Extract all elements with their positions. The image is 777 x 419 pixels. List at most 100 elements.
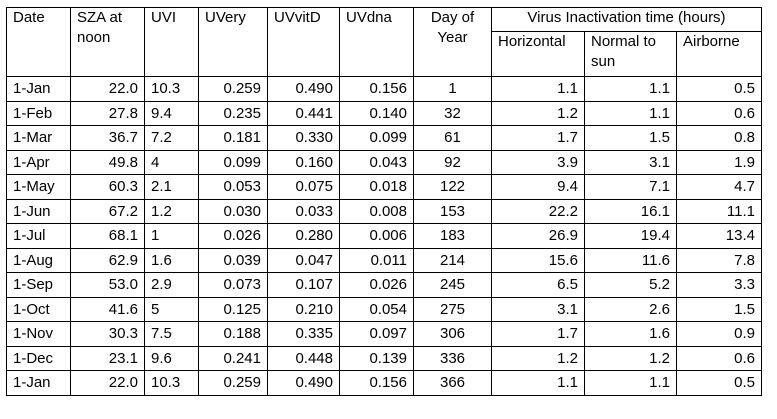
cell-day-of-year: 1 (413, 76, 492, 102)
cell-normal-to-sun: 1.1 (584, 76, 677, 102)
table-row: 1-Aug 62.9 1.6 0.039 0.047 0.011 214 15.6 11.6 7.… (6, 247, 762, 273)
cell-date: 1-Nov (6, 321, 71, 347)
cell-date: 1-Feb (6, 100, 71, 126)
header-day-of-year: Day of Year (413, 7, 492, 77)
table-row: 1-May 60.3 2.1 0.053 0.075 0.018 122 9.4 7.1 4.7 (6, 174, 762, 200)
header-sza: SZA at noon (70, 7, 145, 77)
cell-horizontal: 3.1 (491, 296, 585, 322)
cell-date: 1-Jun (6, 198, 71, 224)
cell-sza: 27.8 (70, 100, 145, 126)
cell-uvi: 7.2 (144, 125, 199, 151)
cell-day-of-year: 122 (413, 174, 492, 200)
table-row: 1-Oct 41.6 5 0.125 0.210 0.054 275 3.1 2.6 1.5 (6, 296, 762, 322)
cell-uvvitd: 0.280 (267, 223, 340, 249)
cell-date: 1-Mar (6, 125, 71, 151)
cell-day-of-year: 61 (413, 125, 492, 151)
header-horizontal: Horizontal (491, 31, 585, 77)
cell-uvi: 7.5 (144, 321, 199, 347)
table-row: 1-Apr 49.8 4 0.099 0.160 0.043 92 3.9 3.1 1.9 (6, 149, 762, 175)
cell-uvi: 1.2 (144, 198, 199, 224)
cell-date: 1-Jul (6, 223, 71, 249)
cell-uvdna: 0.156 (339, 76, 414, 102)
table-row: 1-Feb 27.8 9.4 0.235 0.441 0.140 32 1.2 1.1 0.6 (6, 100, 762, 126)
cell-sza: 68.1 (70, 223, 145, 249)
cell-uvdna: 0.140 (339, 100, 414, 126)
cell-sza: 23.1 (70, 345, 145, 371)
cell-day-of-year: 183 (413, 223, 492, 249)
cell-uvvitd: 0.330 (267, 125, 340, 151)
cell-uvery: 0.073 (198, 272, 268, 298)
cell-normal-to-sun: 3.1 (584, 149, 677, 175)
cell-uvi: 10.3 (144, 76, 199, 102)
cell-horizontal: 1.7 (491, 321, 585, 347)
cell-uvvitd: 0.210 (267, 296, 340, 322)
cell-uvdna: 0.008 (339, 198, 414, 224)
cell-uvery: 0.030 (198, 198, 268, 224)
cell-uvdna: 0.099 (339, 125, 414, 151)
cell-sza: 53.0 (70, 272, 145, 298)
cell-uvery: 0.241 (198, 345, 268, 371)
cell-uvi: 9.4 (144, 100, 199, 126)
cell-day-of-year: 214 (413, 247, 492, 273)
cell-date: 1-Sep (6, 272, 71, 298)
cell-uvery: 0.259 (198, 76, 268, 102)
cell-uvvitd: 0.075 (267, 174, 340, 200)
header-normal-to-sun: Normal to sun (584, 31, 677, 77)
cell-normal-to-sun: 1.1 (584, 100, 677, 126)
cell-airborne: 13.4 (676, 223, 762, 249)
table-row: 1-Jul 68.1 1 0.026 0.280 0.006 183 26.9 19.4 13.4 (6, 223, 762, 249)
cell-normal-to-sun: 11.6 (584, 247, 677, 273)
cell-airborne: 0.8 (676, 125, 762, 151)
cell-uvery: 0.188 (198, 321, 268, 347)
cell-airborne: 1.9 (676, 149, 762, 175)
table-header: Date SZA at noon UVI UVery UVvitD UVdna … (6, 7, 762, 77)
cell-day-of-year: 306 (413, 321, 492, 347)
cell-horizontal: 1.1 (491, 370, 585, 396)
cell-date: 1-Aug (6, 247, 71, 273)
cell-sza: 49.8 (70, 149, 145, 175)
cell-uvi: 4 (144, 149, 199, 175)
cell-horizontal: 22.2 (491, 198, 585, 224)
cell-day-of-year: 32 (413, 100, 492, 126)
cell-uvvitd: 0.047 (267, 247, 340, 273)
cell-normal-to-sun: 1.1 (584, 370, 677, 396)
table-row: 1-Sep 53.0 2.9 0.073 0.107 0.026 245 6.5 5.2 3.3 (6, 272, 762, 298)
cell-uvdna: 0.018 (339, 174, 414, 200)
table-body: 1-Jan 22.0 10.3 0.259 0.490 0.156 1 1.1 1.1 0.5 1-… (6, 76, 762, 396)
cell-date: 1-Dec (6, 345, 71, 371)
header-uvi: UVI (144, 7, 199, 77)
table-row: 1-Nov 30.3 7.5 0.188 0.335 0.097 306 1.7 1.6 0.9 (6, 321, 762, 347)
cell-horizontal: 26.9 (491, 223, 585, 249)
cell-date: 1-Jan (6, 370, 71, 396)
cell-uvvitd: 0.033 (267, 198, 340, 224)
cell-uvdna: 0.011 (339, 247, 414, 273)
cell-uvery: 0.181 (198, 125, 268, 151)
table-row: 1-Jan 22.0 10.3 0.259 0.490 0.156 366 1.1 1.1 0.5 (6, 370, 762, 396)
cell-day-of-year: 245 (413, 272, 492, 298)
cell-uvi: 9.6 (144, 345, 199, 371)
table-row: 1-Mar 36.7 7.2 0.181 0.330 0.099 61 1.7 1.5 0.8 (6, 125, 762, 151)
cell-uvdna: 0.156 (339, 370, 414, 396)
cell-airborne: 0.6 (676, 345, 762, 371)
cell-day-of-year: 275 (413, 296, 492, 322)
cell-uvery: 0.026 (198, 223, 268, 249)
cell-uvdna: 0.026 (339, 272, 414, 298)
cell-sza: 67.2 (70, 198, 145, 224)
cell-uvi: 10.3 (144, 370, 199, 396)
cell-uvery: 0.053 (198, 174, 268, 200)
table-row: 1-Jun 67.2 1.2 0.030 0.033 0.008 153 22.2 16.1 11… (6, 198, 762, 224)
cell-horizontal: 1.2 (491, 100, 585, 126)
cell-uvery: 0.259 (198, 370, 268, 396)
cell-normal-to-sun: 1.2 (584, 345, 677, 371)
cell-date: 1-Jan (6, 76, 71, 102)
cell-airborne: 0.9 (676, 321, 762, 347)
cell-airborne: 7.8 (676, 247, 762, 273)
cell-horizontal: 15.6 (491, 247, 585, 273)
cell-uvvitd: 0.448 (267, 345, 340, 371)
cell-airborne: 4.7 (676, 174, 762, 200)
cell-sza: 41.6 (70, 296, 145, 322)
cell-airborne: 11.1 (676, 198, 762, 224)
table-row: 1-Jan 22.0 10.3 0.259 0.490 0.156 1 1.1 1.1 0.5 (6, 76, 762, 102)
cell-uvi: 5 (144, 296, 199, 322)
cell-sza: 22.0 (70, 370, 145, 396)
